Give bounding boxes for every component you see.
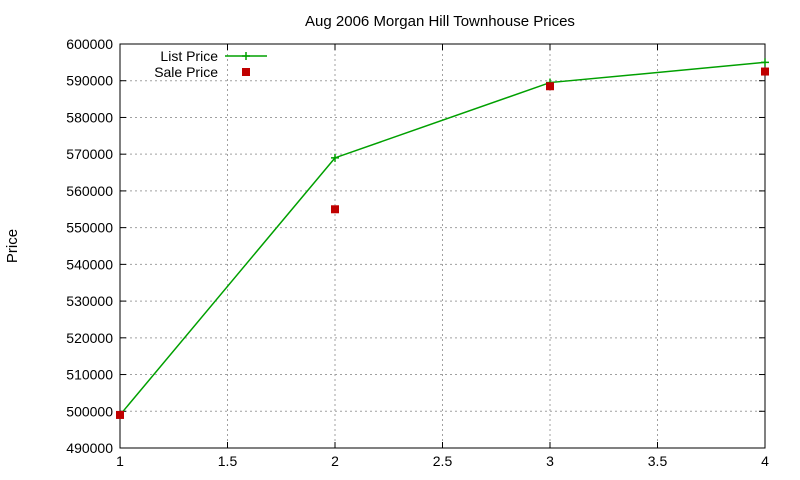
y-axis-label: Price [4, 229, 21, 263]
list-price-point [331, 153, 339, 162]
y-tick-label: 570000 [66, 146, 113, 162]
sale-price-point [761, 67, 769, 76]
y-tick-label: 500000 [66, 403, 113, 419]
legend-label: List Price [160, 48, 218, 64]
x-tick-label: 2.5 [433, 453, 453, 469]
sale-price-point [546, 82, 554, 91]
axis-ticks: 490000 500000 510000 520000 530000 540000 5500… [66, 36, 769, 469]
x-tick-label: 2 [331, 453, 339, 469]
y-tick-label: 520000 [66, 330, 113, 346]
y-tick-label: 550000 [66, 220, 113, 236]
series [116, 58, 769, 419]
x-tick-label: 3.5 [648, 453, 668, 469]
legend-label: Sale Price [154, 64, 218, 80]
y-tick-label: 530000 [66, 293, 113, 309]
sale-price-point [331, 205, 339, 214]
x-tick-label: 3 [546, 453, 554, 469]
y-tick-label: 600000 [66, 36, 113, 52]
list-price-point [761, 58, 769, 67]
y-tick-label: 560000 [66, 183, 113, 199]
x-tick-label: 4 [761, 453, 769, 469]
y-tick-label: 540000 [66, 256, 113, 272]
y-tick-label: 510000 [66, 367, 113, 383]
x-tick-label: 1.5 [218, 453, 238, 469]
legend-marker [242, 52, 250, 60]
grid [119, 43, 766, 449]
series-line-list-price [119, 61, 766, 416]
legend-marker [242, 68, 250, 76]
x-tick-label: 1 [116, 453, 124, 469]
y-tick-label: 590000 [66, 73, 113, 89]
y-tick-label: 580000 [66, 109, 113, 125]
sale-price-point [116, 410, 124, 419]
y-tick-label: 490000 [66, 440, 113, 456]
chart-title: Aug 2006 Morgan Hill Townhouse Prices [305, 13, 575, 30]
